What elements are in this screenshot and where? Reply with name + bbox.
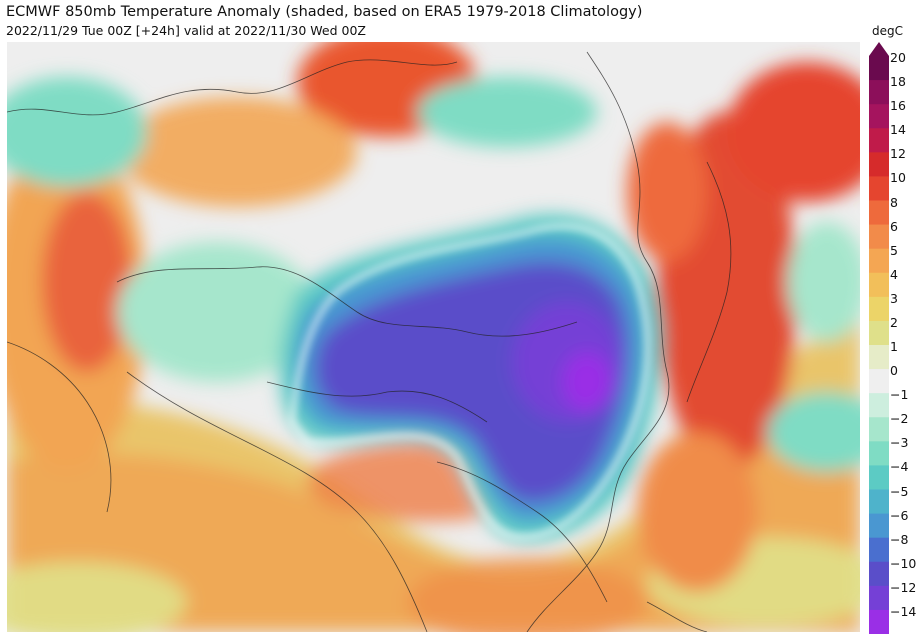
colorbar-tick-label: −3: [890, 435, 909, 451]
colorbar-segment: [869, 320, 889, 346]
colorbar-tick-label: 14: [890, 122, 906, 138]
colorbar-segment: [869, 248, 889, 274]
colorbar-segment: [869, 369, 889, 394]
colorbar-tick-label: 0: [890, 363, 898, 379]
colorbar-tick-label: −12: [890, 579, 917, 595]
cold-region-edge: [288, 223, 651, 541]
temperature-anomaly-map: [7, 42, 860, 632]
colorbar-tick-label: 20: [890, 50, 906, 66]
colorbar-segment: [869, 585, 889, 611]
colorbar-tick-label: −5: [890, 483, 909, 499]
colorbar-segment: [869, 176, 889, 201]
colorbar-tick-label: 6: [890, 218, 898, 234]
colorbar-segment: [869, 152, 889, 177]
colorbar-labels: 20 18 16 14 12 10 8 6 5 4 3 2 1 0 −1 −2 −3 −4 −5 −6 −8 −10 −12…: [890, 42, 920, 634]
colorbar-segment: [869, 465, 889, 490]
colorbar-unit: degC: [872, 24, 903, 38]
coastlines-and-borders: [7, 51, 732, 632]
colorbar-tick-label: −10: [890, 555, 917, 571]
colorbar-segment: [869, 513, 889, 539]
anomaly-field: [7, 42, 860, 632]
colorbar-tick-label: 4: [890, 266, 898, 282]
colorbar-segment: [869, 200, 889, 226]
colorbar-tick-label: 1: [890, 339, 898, 355]
colorbar-tick-label: 10: [890, 170, 906, 186]
colorbar-tick-label: −6: [890, 507, 909, 523]
colorbar-tick-label: 18: [890, 74, 906, 90]
colorbar-tick-label: −4: [890, 459, 909, 475]
colorbar-segment: [869, 393, 889, 418]
colorbar-segment: [869, 296, 889, 322]
colorbar-tick-label: 12: [890, 146, 906, 162]
colorbar-tick-label: −14: [890, 603, 917, 619]
colorbar-segment: [869, 56, 889, 81]
colorbar-tick-label: 2: [890, 314, 898, 330]
colorbar-segment: [869, 417, 889, 442]
colorbar-segment: [869, 561, 889, 587]
colorbar-extend-arrow: [869, 42, 889, 56]
colorbar-segment: [869, 128, 889, 153]
colorbar: [869, 42, 889, 634]
page-title: ECMWF 850mb Temperature Anomaly (shaded,…: [6, 4, 643, 20]
colorbar-segment: [869, 272, 889, 298]
colorbar-segment: [869, 345, 889, 370]
colorbar-segment: [869, 104, 889, 129]
colorbar-segment: [869, 489, 889, 515]
colorbar-segment: [869, 537, 889, 563]
colorbar-tick-label: 3: [890, 290, 898, 306]
colorbar-segment: [869, 609, 889, 634]
colorbar-tick-label: −1: [890, 387, 909, 403]
colorbar-tick-label: −8: [890, 531, 909, 547]
colorbar-tick-label: −2: [890, 411, 909, 427]
valid-time-subtitle: 2022/11/29 Tue 00Z [+24h] valid at 2022/…: [6, 23, 366, 38]
colorbar-segment: [869, 224, 889, 250]
colorbar-tick-label: 8: [890, 194, 898, 210]
colorbar-tick-label: 16: [890, 98, 906, 114]
colorbar-tick-label: 5: [890, 242, 898, 258]
colorbar-segment: [869, 441, 889, 466]
colorbar-segment: [869, 80, 889, 105]
